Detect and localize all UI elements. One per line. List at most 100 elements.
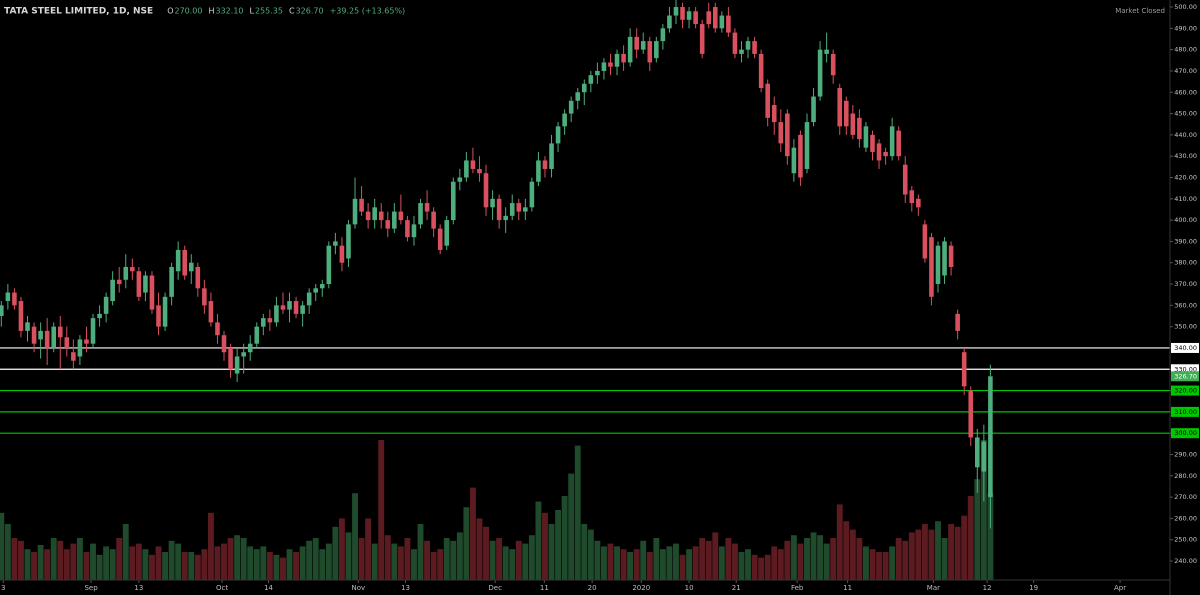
candle-body [916, 198, 921, 208]
symbol-title: TATA STEEL LIMITED, 1D, NSE [4, 7, 153, 17]
volume-bar [96, 554, 103, 580]
volume-bar [37, 545, 44, 580]
y-tick-label: 290.00 [1174, 450, 1197, 458]
candle-body [955, 313, 960, 331]
candle-body [228, 347, 233, 370]
volume-bar [0, 512, 5, 580]
ohlc-key: O [167, 7, 173, 16]
candle-body [529, 181, 535, 208]
candle-body [221, 335, 227, 353]
candle-body [51, 326, 57, 348]
volume-bar [627, 552, 634, 580]
candle-body [791, 147, 797, 174]
volume-bar [476, 518, 483, 580]
volume-bar [483, 526, 489, 580]
candle-body [988, 376, 993, 498]
candle-body [234, 356, 240, 374]
candle-body [896, 130, 901, 157]
candle-body [188, 262, 194, 272]
level-box [1171, 406, 1199, 417]
volume-bar [555, 510, 562, 580]
ohlc-value: 326.70 [296, 7, 324, 16]
candle-body [202, 288, 207, 306]
candle-body [922, 224, 928, 259]
volume-bar [673, 543, 679, 580]
candle-body [385, 220, 391, 229]
candle-body [778, 122, 784, 144]
x-tick-label: 10 [685, 584, 694, 592]
volume-bar [194, 554, 201, 580]
candle-body [477, 168, 482, 174]
volume-bar [116, 538, 123, 580]
volume-bar [142, 549, 149, 580]
header: TATA STEEL LIMITED, 1D, NSE Market Close… [4, 7, 1165, 17]
candle-body [909, 190, 915, 204]
level-box [1171, 428, 1199, 439]
volume-bar [384, 535, 391, 580]
x-tick-label: 21 [732, 584, 741, 592]
candle-body [693, 11, 698, 25]
candle-body [654, 41, 659, 59]
candle-body [313, 288, 319, 293]
ohlc-key: L [250, 7, 255, 16]
volume-bar [561, 496, 568, 580]
volume-bar [869, 549, 876, 580]
candle-body [182, 249, 188, 276]
x-tick-label: 3 [1, 584, 5, 592]
candle-body [601, 62, 607, 71]
candle-body [712, 7, 718, 29]
volume-bar [745, 549, 751, 580]
candle-body [130, 266, 135, 272]
volume-bar [437, 549, 444, 580]
volume-bar [515, 540, 522, 580]
volume-bar [633, 549, 640, 580]
y-tick-label: 370.00 [1174, 280, 1197, 288]
y-tick-label: 460.00 [1174, 88, 1197, 96]
volume-bar [712, 532, 719, 580]
volume-bar [338, 518, 345, 580]
candle-body [680, 7, 685, 20]
change: +39.25 (+13.65%) [330, 7, 406, 16]
candle-body [673, 7, 679, 16]
candle-body [123, 266, 129, 280]
volume-bar [502, 546, 509, 580]
candle-body [352, 198, 358, 225]
volume-bar [738, 552, 745, 580]
candle-body [758, 53, 764, 89]
x-tick-label: Dec [488, 584, 502, 592]
volume-bar [371, 543, 378, 580]
candle-body [837, 88, 843, 127]
candle-body [549, 143, 554, 169]
volume-bar [489, 540, 496, 580]
candle-body [116, 279, 122, 285]
price-axis: 240.00 250.00 260.00 270.00 280.00 290.00 300.… [1169, 0, 1200, 595]
candle-body [12, 292, 17, 306]
volume-bar [319, 549, 326, 580]
y-tick-label: 490.00 [1174, 24, 1197, 32]
candle-body [745, 41, 751, 50]
candle-body [771, 105, 777, 123]
candle-body [719, 15, 725, 29]
candle-body [392, 211, 397, 229]
candle-body [975, 437, 980, 468]
volume-bar [600, 546, 607, 580]
candle-body [699, 24, 705, 54]
y-tick-label: 280.00 [1174, 472, 1197, 480]
candle-body [38, 330, 43, 340]
candle-body [149, 275, 155, 310]
volume-bar [646, 552, 653, 580]
volume-bar [24, 549, 31, 580]
candle-body [942, 241, 947, 276]
volume-bar [253, 549, 260, 580]
volume-bar [587, 529, 594, 580]
candle-body [726, 15, 731, 33]
volume-bar [777, 549, 784, 580]
x-tick-label: 20 [588, 584, 597, 592]
candle-body [739, 49, 744, 54]
level-box [1171, 364, 1199, 375]
candle-body [254, 326, 260, 344]
ohlc-value: 255.35 [255, 7, 283, 16]
volume-bar [836, 504, 843, 580]
